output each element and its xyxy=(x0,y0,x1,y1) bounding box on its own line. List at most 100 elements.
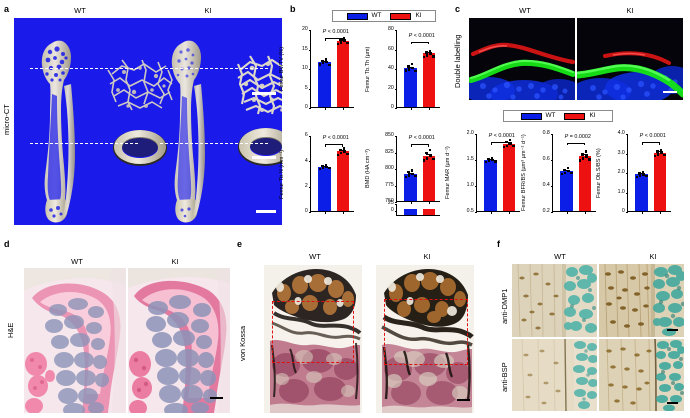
y-tick-tbn-2 xyxy=(308,186,311,188)
significance-bracket-bfrbs xyxy=(566,142,585,146)
panel-d-label-wt: WT xyxy=(71,257,83,266)
data-point-obsbs-ki xyxy=(656,150,659,153)
x-tick-tbth-wt xyxy=(410,107,412,110)
chart-bvtv: 20 15 10 5 0 P < 0.0001 Femur BV/TV (%) xyxy=(279,27,354,110)
error-cap-bfrbs-ki xyxy=(581,154,588,156)
chart-tbth: 80 60 40 20 0 P < 0.0001 Femur Tb.Th (µm) xyxy=(365,27,440,110)
data-point-tbth-ki xyxy=(422,55,426,58)
y-tick-bvtv-3 xyxy=(308,88,311,90)
error-bar-bvtv-ki xyxy=(342,39,344,42)
x-tick-bmd-wt xyxy=(410,201,412,204)
data-point-bfrbs-ki xyxy=(581,153,584,156)
data-point-bvtv-ki xyxy=(342,36,346,39)
plot-area-tbth: 80 60 40 20 0 P < 0.0001 xyxy=(388,27,440,110)
data-point-mar-ki xyxy=(502,146,506,149)
y-tick-label-bfrbs-0: 0.8 xyxy=(542,130,550,137)
panel-a-letter: a xyxy=(4,4,10,14)
roi-box-wt xyxy=(272,301,354,363)
y-tick-bvtv-0 xyxy=(308,30,311,31)
x-tick-mar-ki xyxy=(508,211,510,214)
panel-e-label-wt: WT xyxy=(309,252,321,261)
data-point-bvtv-wt xyxy=(328,63,331,67)
y-tick-bmd-2 xyxy=(394,169,397,170)
data-point-mar-ki xyxy=(509,142,512,145)
x-tick-obsbs-ki xyxy=(659,211,661,214)
data-point-bfrbs-ki xyxy=(582,157,585,160)
x-tick-tbth-ki xyxy=(428,107,430,110)
x-tick-bfrbs-wt xyxy=(566,211,568,214)
panel-f-letter: f xyxy=(497,239,500,249)
data-point-bmd-ki xyxy=(428,148,432,152)
data-point-obsbs-ki xyxy=(663,153,666,157)
panel-a-label-wt: WT xyxy=(74,6,86,15)
data-point-mar-wt xyxy=(490,156,494,159)
significance-bracket-bmd xyxy=(410,144,429,147)
y-axis-label-bvtv: Femur BV/TV (%) xyxy=(279,46,285,92)
y-tick-bmd-3 xyxy=(394,185,397,187)
error-bar-obsbs-ki xyxy=(659,151,661,154)
panel-a-label-ki: KI xyxy=(204,6,212,15)
y-tick-label-bvtv-1: 15 xyxy=(302,45,308,52)
y-tick-label-tbn-3: 0 xyxy=(304,208,308,215)
legend2-label-wt: WT xyxy=(545,111,556,119)
y-tick-label-mar-1: 1.5 xyxy=(466,156,474,163)
scale-bar-panel-e xyxy=(457,398,470,401)
y-tick-tbn-3 xyxy=(308,212,311,213)
bar-bfrbs-wt xyxy=(560,171,573,211)
data-point-obsbs-ki xyxy=(659,148,663,152)
panel-f-row-label-dmp1: anti-DMP1 xyxy=(500,288,509,324)
data-point-tbn-wt xyxy=(322,166,325,170)
error-bar-tbn-ki xyxy=(342,149,344,153)
dash-line-metaphysis-wt xyxy=(30,68,138,69)
y-tick-obsbs-1 xyxy=(625,153,628,155)
bar-bfrbs-ki xyxy=(578,156,591,211)
y-tick-label-mar-3: 0.5 xyxy=(466,208,474,215)
data-point-tbn-ki xyxy=(346,152,349,155)
x-tick-mar-wt xyxy=(490,211,492,214)
chart-mar: 2.0 1.5 1.0 0.5 P < 0.0001 Femur MAR (µm d⁻¹) xyxy=(445,131,520,214)
chart-bmd: 850 825 800 775 750 P < 0.0001 BMD (HA cm⁻³) 25… xyxy=(365,133,440,216)
data-point-mar-ki xyxy=(505,140,508,143)
y-tick-label-tbth-4: 0 xyxy=(390,104,394,111)
y-tick-label-bmd-3: 775 xyxy=(385,181,394,188)
y-tick-lower-mark-bmd-0 xyxy=(394,204,397,205)
data-point-bvtv-wt xyxy=(321,59,324,62)
scale-bar-panel-d xyxy=(210,396,223,399)
y-tick-label-bfrbs-1: 0.6 xyxy=(542,156,550,163)
y-axis-label-mar: Femur MAR (µm d⁻¹) xyxy=(445,146,451,200)
error-cap-bmd-wt xyxy=(407,172,414,174)
data-point-bfrbs-ki xyxy=(578,159,582,162)
scale-bar-1 xyxy=(252,92,276,95)
error-cap-mar-wt xyxy=(487,158,494,160)
data-point-obsbs-wt xyxy=(639,174,642,177)
y-tick-label-obsbs-2: 2.0 xyxy=(617,169,625,176)
y-tick-mar-1 xyxy=(474,160,477,161)
legend2-swatch-wt xyxy=(520,112,542,120)
plot-area-obsbs: 4.0 3.0 2.0 1.0 0 P < 0.0001 xyxy=(618,131,671,214)
error-cap-obsbs-ki xyxy=(656,151,663,153)
y-tick-tbth-2 xyxy=(394,69,397,70)
y-tick-bfrbs-2 xyxy=(550,186,553,187)
data-point-tbth-wt xyxy=(411,66,414,70)
y-tick-obsbs-3 xyxy=(625,192,628,194)
bar-bmd-wt xyxy=(404,173,417,201)
data-point-tbn-wt xyxy=(325,165,328,169)
panel-e-label-ki: KI xyxy=(423,252,431,261)
panel-f-row-label-bsp: anti-BSP xyxy=(500,362,509,392)
y-tick-tbn-1 xyxy=(308,161,311,163)
micro-ct-image xyxy=(14,18,282,225)
p-value-bvtv: P < 0.0001 xyxy=(322,29,349,35)
data-point-tbth-ki xyxy=(432,55,435,58)
data-point-tbth-wt xyxy=(408,68,411,71)
data-point-obsbs-wt xyxy=(641,170,645,174)
error-cap-obsbs-wt xyxy=(638,173,645,175)
y-axis-label-tbth: Femur Tb.Th (µm) xyxy=(365,46,371,92)
y-tick-tbth-3 xyxy=(394,88,397,90)
data-point-mar-wt xyxy=(488,160,491,163)
data-point-bfrbs-wt xyxy=(563,168,566,172)
he-wt-image xyxy=(24,268,126,413)
y-tick-lower-mark-bmd-1 xyxy=(394,211,397,212)
data-point-obsbs-wt xyxy=(638,172,641,175)
y-tick-bvtv-2 xyxy=(308,69,311,70)
data-point-bvtv-ki xyxy=(336,42,340,46)
